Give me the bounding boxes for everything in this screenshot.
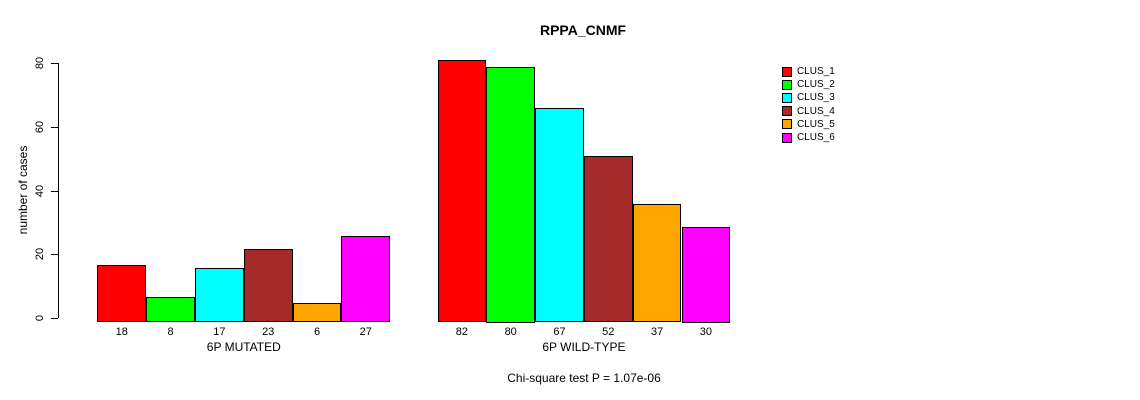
legend: CLUS_1 CLUS_2 CLUS_3 CLUS_4 CLUS_5 CLUS_6 bbox=[782, 65, 835, 144]
group-label-2: 6P WILD-TYPE bbox=[542, 340, 626, 354]
bar-value-label: 37 bbox=[650, 326, 664, 338]
legend-item-label: CLUS_2 bbox=[797, 79, 835, 91]
y-tick-label: 80 bbox=[34, 56, 46, 70]
legend-item-label: CLUS_4 bbox=[797, 105, 835, 117]
y-tick bbox=[51, 254, 58, 256]
bar-clus_2-group2 bbox=[486, 66, 536, 323]
bar-clus_3-group2 bbox=[535, 108, 584, 323]
y-axis-line bbox=[58, 63, 59, 318]
bar-value-label: 80 bbox=[504, 326, 517, 338]
bar-value-label: 52 bbox=[602, 326, 615, 338]
bar-value-label: 82 bbox=[455, 326, 469, 338]
bar-clus_4-group2 bbox=[583, 156, 633, 323]
legend-item-label: CLUS_6 bbox=[797, 132, 835, 144]
y-tick bbox=[51, 126, 58, 128]
bar-clus_6-group2 bbox=[681, 226, 731, 323]
legend-item-clus_4: CLUS_4 bbox=[782, 105, 835, 118]
y-tick bbox=[51, 63, 58, 64]
legend-item-clus_2: CLUS_2 bbox=[782, 78, 835, 91]
y-tick bbox=[51, 190, 58, 192]
group-label-1: 6P MUTATED bbox=[206, 340, 281, 354]
legend-item-clus_1: CLUS_1 bbox=[782, 65, 835, 78]
bar-clus_5-group2 bbox=[632, 204, 682, 323]
legend-swatch-icon bbox=[782, 119, 792, 130]
bar-value-label: 23 bbox=[262, 326, 275, 338]
legend-item-clus_6: CLUS_6 bbox=[782, 131, 835, 144]
bar-value-label: 67 bbox=[553, 326, 566, 338]
y-tick bbox=[51, 318, 58, 319]
y-tick-label: 40 bbox=[34, 184, 46, 197]
bar-value-label: 27 bbox=[359, 326, 372, 338]
legend-swatch-icon bbox=[782, 106, 792, 117]
bar-value-label: 6 bbox=[313, 326, 321, 338]
legend-item-label: CLUS_1 bbox=[797, 66, 835, 78]
bar-value-label: 8 bbox=[167, 326, 174, 338]
legend-swatch-icon bbox=[782, 132, 792, 143]
legend-item-label: CLUS_3 bbox=[797, 92, 835, 104]
chi-square-annotation: Chi-square test P = 1.07e-06 bbox=[507, 371, 661, 385]
legend-item-clus_3: CLUS_3 bbox=[782, 91, 835, 104]
y-tick-label: 0 bbox=[34, 314, 46, 322]
legend-item-clus_5: CLUS_5 bbox=[782, 118, 835, 131]
legend-swatch-icon bbox=[782, 92, 792, 103]
bar-clus_5-group1 bbox=[292, 303, 342, 323]
legend-item-label: CLUS_5 bbox=[797, 118, 835, 130]
bar-value-label: 18 bbox=[115, 326, 128, 338]
bar-value-label: 30 bbox=[699, 326, 713, 338]
bar-value-label: 17 bbox=[213, 326, 226, 338]
bar-clus_1-group2 bbox=[437, 60, 487, 323]
bar-clus_6-group1 bbox=[341, 236, 391, 323]
legend-swatch-icon bbox=[782, 79, 792, 90]
y-tick-label: 60 bbox=[34, 120, 46, 133]
bar-clus_2-group1 bbox=[146, 296, 195, 323]
bar-clus_1-group1 bbox=[97, 264, 147, 323]
bar-clus_4-group1 bbox=[243, 248, 293, 323]
y-axis-label: number of cases bbox=[16, 145, 30, 235]
legend-swatch-icon bbox=[782, 66, 792, 77]
bar-clus_3-group1 bbox=[195, 268, 244, 323]
y-tick-label: 20 bbox=[34, 248, 46, 261]
chart-title: RPPA_CNMF bbox=[539, 22, 627, 38]
